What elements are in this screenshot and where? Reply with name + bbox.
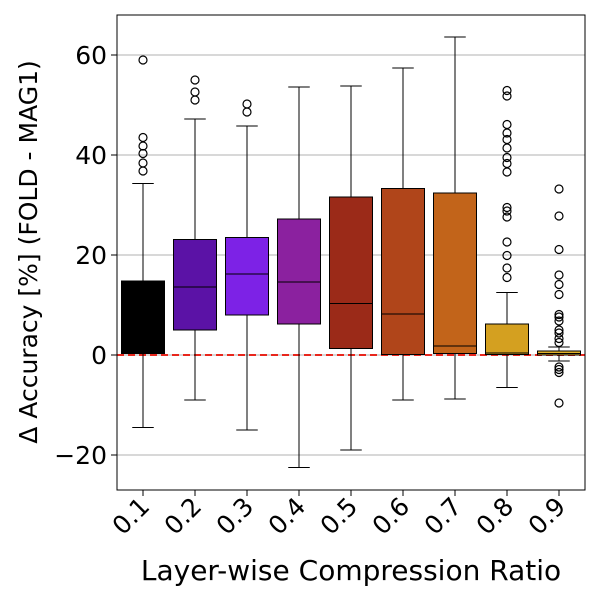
y-tick-label: 20 — [75, 241, 107, 270]
outlier-point — [554, 312, 564, 322]
x-tick-label: 0.2 — [159, 492, 208, 541]
box-0.7 — [433, 36, 477, 400]
outlier-point — [190, 87, 200, 97]
x-tick-label: 0.7 — [419, 492, 468, 541]
box-body — [329, 196, 373, 349]
box-0.6 — [381, 67, 425, 401]
outlier-point — [554, 316, 564, 326]
outlier-point — [138, 55, 148, 65]
outlier-point — [502, 91, 512, 101]
x-tick-label: 0.9 — [523, 492, 572, 541]
outlier-point — [554, 211, 564, 221]
outlier-point — [502, 263, 512, 273]
outlier-point — [138, 158, 148, 168]
outlier-point — [502, 202, 512, 213]
outlier-point — [554, 184, 564, 194]
y-tick-label: 0 — [91, 341, 107, 370]
box-body — [485, 323, 529, 355]
box-0.3 — [225, 99, 269, 431]
x-tick-label: 0.3 — [211, 492, 260, 541]
outlier-point — [190, 75, 200, 85]
outlier-point — [502, 134, 512, 145]
outlier-point — [554, 337, 564, 348]
outlier-point — [242, 107, 252, 117]
x-tick-label: 0.1 — [107, 492, 156, 541]
x-axis-label: Layer-wise Compression Ratio — [141, 554, 561, 587]
outlier-point — [554, 289, 564, 300]
outlier-point — [554, 367, 564, 378]
x-tick-label: 0.5 — [315, 492, 364, 541]
y-tick-label: 40 — [75, 141, 107, 170]
outlier-point — [242, 99, 252, 109]
outlier-point — [502, 272, 512, 283]
outlier-point — [138, 148, 148, 159]
box-0.4 — [277, 86, 321, 468]
x-axis: 0.1 0.2 0.3 0.4 0.5 0.6 0.7 0.8 0.9 — [107, 490, 572, 541]
outlier-point — [502, 250, 512, 261]
box-0.2 — [173, 75, 217, 401]
box-body — [173, 239, 217, 331]
y-axis: −20 0 20 40 60 — [54, 41, 117, 470]
outlier-point — [138, 166, 148, 176]
y-tick-label: 60 — [75, 41, 107, 70]
outlier-point — [554, 244, 564, 255]
outlier-point — [554, 362, 564, 372]
outlier-point — [554, 279, 564, 290]
outlier-point — [502, 152, 512, 163]
outlier-point — [502, 143, 512, 153]
outlier-point — [554, 328, 564, 338]
outlier-point — [502, 119, 512, 130]
box-series — [121, 36, 581, 468]
outlier-point — [502, 212, 512, 222]
x-tick-label: 0.4 — [263, 492, 312, 541]
outlier-point — [502, 158, 512, 169]
box-0.5 — [329, 85, 373, 451]
outlier-point — [502, 206, 512, 216]
outlier-point — [554, 398, 564, 408]
outlier-point — [190, 95, 200, 105]
outlier-point — [554, 364, 564, 375]
box-body — [381, 188, 425, 355]
x-tick-label: 0.8 — [471, 492, 520, 541]
y-tick-label: −20 — [54, 441, 107, 470]
outlier-point — [554, 325, 564, 335]
outlier-point — [138, 141, 148, 151]
outlier-point — [502, 237, 512, 247]
y-axis-label: Δ Accuracy [%] (FOLD - MAG1) — [14, 60, 43, 444]
outlier-point — [138, 132, 148, 143]
box-body — [433, 192, 477, 354]
box-body — [121, 280, 165, 354]
box-body — [277, 218, 321, 325]
outlier-point — [554, 270, 564, 280]
outlier-point — [554, 309, 564, 320]
box-0.9 — [537, 184, 581, 408]
box-0.8 — [485, 85, 529, 388]
outlier-point — [502, 85, 512, 96]
box-body — [225, 237, 269, 316]
outlier-point — [502, 167, 512, 177]
box-0.1 — [121, 55, 165, 428]
x-tick-label: 0.6 — [367, 492, 416, 541]
